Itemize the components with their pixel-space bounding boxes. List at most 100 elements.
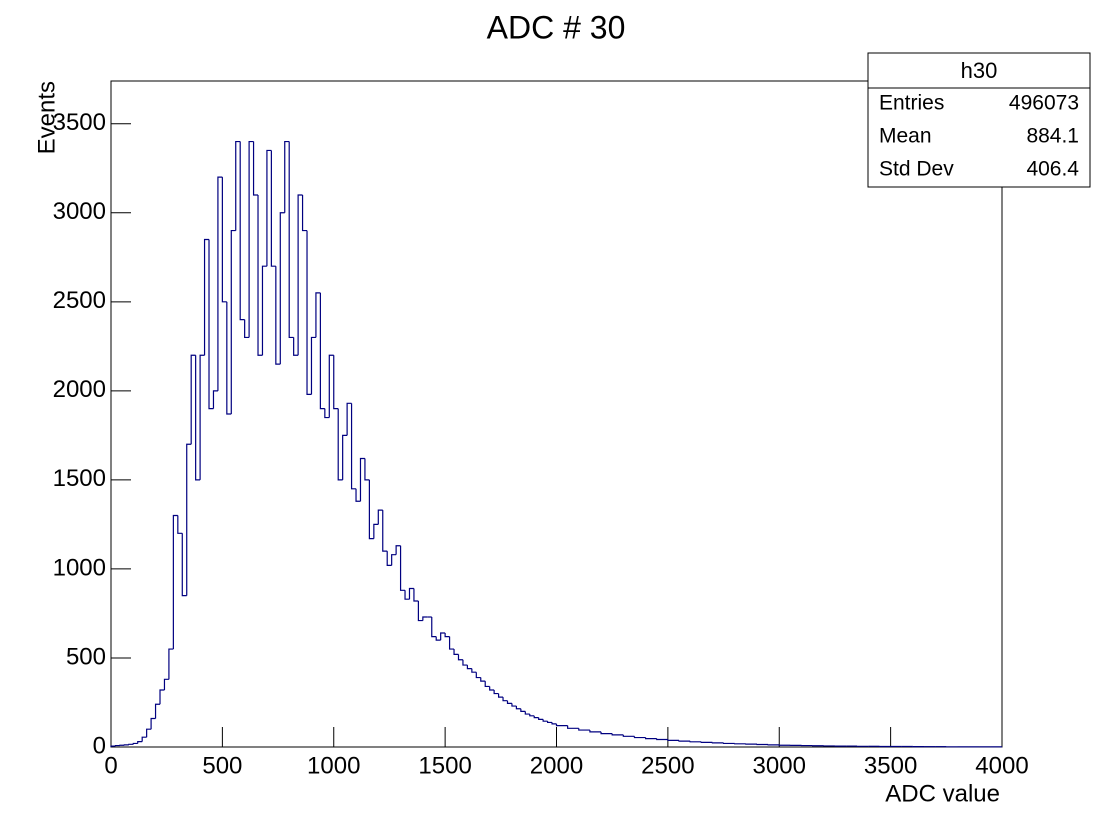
histogram-bin — [689, 741, 702, 743]
histogram-bin — [355, 488, 361, 502]
histogram-bin — [391, 554, 397, 566]
y-tick-label: 3500 — [53, 109, 106, 136]
histogram-bin — [235, 140, 241, 231]
histogram-bin — [324, 408, 330, 419]
histogram-bin — [502, 697, 508, 702]
histogram-bin — [555, 723, 568, 727]
histogram-bin — [448, 636, 455, 650]
histogram-bin — [114, 744, 120, 747]
x-tick-label: 2000 — [530, 752, 583, 779]
histogram-bin — [538, 717, 544, 720]
histogram-bin — [212, 390, 218, 409]
y-tick-label: 2000 — [53, 376, 106, 403]
x-tick-label: 500 — [202, 752, 242, 779]
histogram-bin — [678, 740, 691, 742]
histogram-bin — [150, 717, 156, 730]
y-tick-label: 2500 — [53, 287, 106, 314]
histogram-bin — [466, 665, 472, 670]
x-tick-label: 1500 — [418, 752, 471, 779]
x-tick-label: 2500 — [641, 752, 694, 779]
histogram-bin — [453, 649, 459, 656]
histogram-bin — [293, 337, 299, 356]
histogram-bin — [520, 708, 526, 712]
histogram-bin — [611, 733, 624, 736]
histogram-bin — [413, 588, 419, 602]
histogram-bin — [645, 737, 657, 740]
histogram-bin — [600, 731, 613, 735]
histogram-bin — [310, 336, 316, 395]
histogram-bin — [589, 730, 602, 733]
histogram-bin — [546, 721, 553, 724]
stats-value: 884.1 — [1026, 125, 1079, 148]
stats-key: Entries — [879, 92, 944, 115]
histogram-bin — [457, 654, 463, 661]
histogram-bin — [261, 265, 267, 356]
histogram-bin — [417, 600, 423, 622]
histogram-bin — [248, 140, 254, 338]
histogram-bin — [284, 140, 290, 213]
histogram-bin — [244, 319, 250, 339]
histogram-bin — [270, 150, 276, 267]
histogram-bin — [128, 743, 134, 745]
histogram-bin — [493, 690, 499, 695]
histogram-bin — [489, 686, 495, 691]
histogram-bin — [288, 141, 294, 339]
histogram-bin — [275, 266, 281, 365]
histogram-bin — [319, 292, 325, 410]
x-axis-label: ADC value — [885, 780, 1000, 807]
histogram-bin — [132, 742, 138, 745]
histogram-bin — [422, 616, 428, 621]
histogram-bin — [700, 741, 713, 743]
histogram-bin — [279, 212, 285, 365]
histogram-bin — [146, 728, 152, 738]
y-tick-label: 1000 — [53, 554, 106, 581]
histogram-bin — [226, 301, 232, 415]
histogram-bin — [141, 736, 147, 742]
histogram-bin — [542, 719, 548, 722]
histogram-bin — [181, 533, 187, 597]
histogram-bin — [137, 741, 143, 744]
histogram-bin — [633, 736, 646, 739]
histogram-bin — [515, 706, 521, 710]
histogram-bin — [217, 176, 223, 391]
histogram-bin — [395, 545, 401, 555]
histogram-bin — [199, 354, 205, 480]
histogram-bin — [533, 715, 539, 719]
histogram-bin — [203, 238, 210, 356]
histogram-bin — [444, 633, 450, 638]
histogram-bin — [408, 587, 414, 600]
histogram-bin — [190, 354, 196, 445]
histogram-bin — [368, 479, 374, 540]
histogram-bin — [511, 703, 517, 707]
histogram-bin — [172, 514, 178, 650]
histogram-bin — [399, 545, 406, 591]
histogram-bin — [462, 659, 468, 666]
histogram-bin — [551, 722, 557, 725]
histogram-bin — [497, 693, 504, 698]
histogram-bin — [529, 714, 535, 717]
histogram-bin — [431, 617, 437, 638]
histogram-bin — [297, 194, 303, 356]
histogram-bin — [350, 403, 357, 490]
histogram-bin — [622, 734, 635, 737]
stats-box: h30 Entries 496073 Mean 884.1 Std Dev 40… — [867, 52, 1091, 188]
histogram-bin — [230, 229, 236, 414]
y-tick-label: 500 — [66, 643, 106, 670]
stats-key: Mean — [879, 125, 932, 148]
histogram-bin — [333, 355, 339, 410]
stats-frame — [867, 52, 1091, 188]
histogram-bin — [404, 590, 410, 600]
histogram-bin — [186, 443, 192, 596]
y-tick-label: 1500 — [53, 465, 106, 492]
histogram-bin — [177, 515, 183, 534]
histogram-bin — [195, 355, 201, 481]
histogram-bin — [359, 457, 365, 502]
histogram-bin — [722, 742, 735, 745]
histogram-bin — [377, 509, 383, 525]
histogram-bin — [208, 239, 214, 410]
stats-value: 496073 — [1009, 92, 1079, 115]
histogram-bin — [252, 141, 259, 196]
histogram-bin — [440, 632, 446, 641]
